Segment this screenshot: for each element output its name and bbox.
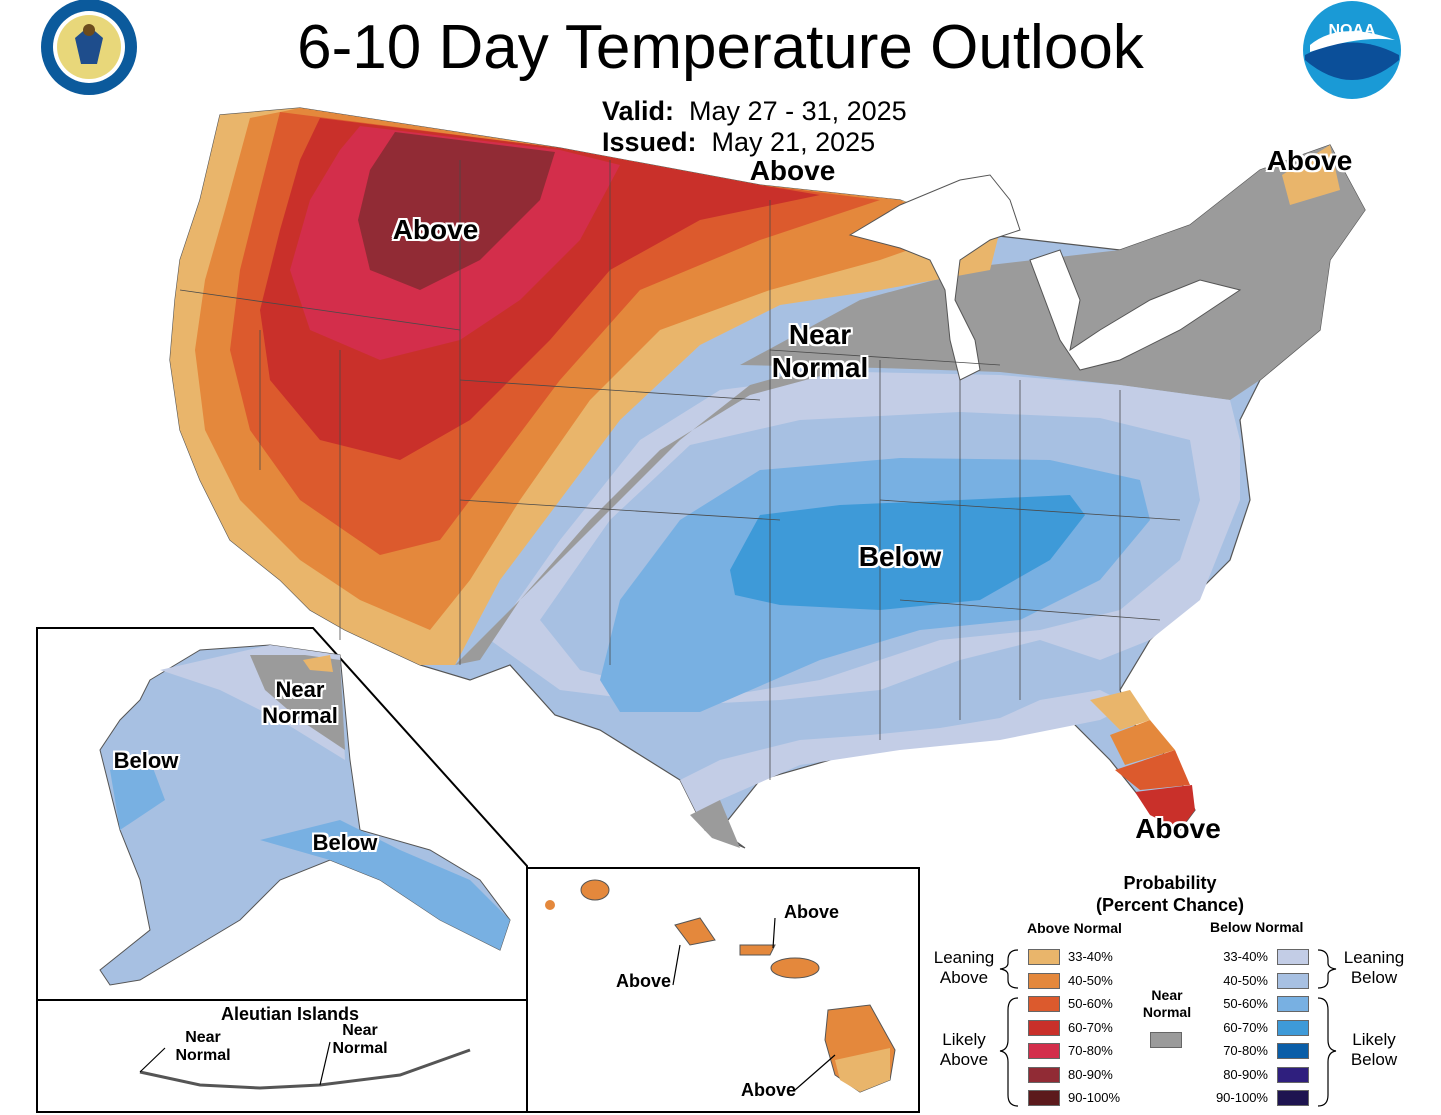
label-alaska-near-1: Near (275, 677, 325, 702)
above-bin-swatch-0 (1028, 949, 1060, 965)
legend-near-swatch (1150, 1032, 1182, 1048)
legend-above-head: Above Normal (1027, 920, 1122, 936)
above-bin-label-0: 33-40% (1068, 949, 1113, 964)
likely-above-2: Above (939, 1050, 989, 1069)
alaska-inset (36, 627, 528, 1001)
below-bin-swatch-6 (1277, 1090, 1309, 1106)
commerce-seal-icon (41, 0, 137, 95)
aleutian-title: Aleutian Islands (220, 1004, 360, 1024)
conus-map (169, 107, 1366, 849)
label-above-west: Above (392, 214, 479, 245)
likely-below: Likely Below (1338, 1030, 1410, 1070)
label-near-normal-1: Near (788, 319, 852, 350)
hawaii-above-3: Above (741, 1080, 797, 1100)
below-bin-swatch-0 (1277, 949, 1309, 965)
page-title: 6-10 Day Temperature Outlook (297, 13, 1144, 82)
hawaii-above-1: Above (784, 902, 840, 922)
leaning-above: Leaning Above (930, 948, 998, 988)
likely-above: Likely Above (930, 1030, 998, 1070)
below-bin-swatch-4 (1277, 1043, 1309, 1059)
aleut-near-a1: Near (185, 1029, 221, 1046)
below-bin-label-5: 80-90% (1223, 1066, 1268, 1082)
above-fl-60-70 (1135, 785, 1195, 830)
legend-near-head-1: Near (1151, 987, 1183, 1003)
great-lakes (848, 174, 1242, 381)
above-fl-33-40 (1090, 690, 1150, 730)
near-normal-south-texas (690, 800, 740, 848)
hawaii-inset (526, 867, 920, 1113)
label-alaska-below-west: Below (113, 748, 179, 773)
below-bin-swatch-3 (1277, 1019, 1309, 1036)
above-bin-label-3: 60-70% (1068, 1019, 1113, 1035)
leaning-above-1: Leaning (933, 948, 995, 967)
aleutian-inset (36, 999, 528, 1113)
label-near-normal-2: Normal (771, 352, 869, 383)
above-bin-label-5: 80-90% (1068, 1066, 1113, 1082)
above-bin-swatch-3 (1028, 1019, 1060, 1036)
above-bin-swatch-5 (1028, 1066, 1060, 1083)
aleut-near-a2: Normal (175, 1047, 231, 1064)
legend-near-head-2: Normal (1142, 1004, 1192, 1020)
label-below-central: Below (858, 541, 942, 572)
noaa-logo-text: NOAA (1328, 22, 1376, 39)
label-above-north: Above (749, 155, 836, 186)
state-borders (179, 160, 1181, 780)
below-bin-swatch-2 (1277, 996, 1309, 1012)
legend-title-2: (Percent Chance) (1095, 895, 1245, 915)
above-bin-swatch-6 (1028, 1090, 1060, 1106)
leaning-below-1: Leaning (1343, 948, 1405, 967)
below-bin-label-3: 60-70% (1223, 1019, 1268, 1035)
below-bin-label-2: 50-60% (1223, 996, 1268, 1011)
below-bin-swatch-1 (1277, 972, 1309, 989)
above-fl-40-50 (1110, 720, 1175, 765)
above-fl-50-60 (1115, 750, 1190, 790)
above-bin-swatch-2 (1028, 996, 1060, 1012)
legend-below-head: Below Normal (1210, 919, 1304, 935)
below-bin-swatch-5 (1277, 1066, 1309, 1083)
below-bin-label-4: 70-80% (1223, 1043, 1268, 1058)
above-bin-label-2: 50-60% (1068, 996, 1113, 1011)
alaska-below-50-60-west (110, 760, 165, 830)
noaa-logo-icon: NOAA (1303, 1, 1401, 99)
hawaii-above-2: Above (616, 971, 672, 991)
below-bin-label-0: 33-40% (1223, 949, 1268, 964)
alaska-below-50-60 (260, 820, 510, 950)
leaning-above-2: Above (939, 968, 989, 987)
label-alaska-near-2: Normal (262, 703, 338, 728)
likely-below-1: Likely (1352, 1030, 1396, 1049)
valid-line: Valid: May 27 - 31, 2025 (602, 96, 907, 126)
valid-label: Valid: (602, 96, 675, 126)
issued-value: May 21, 2025 (711, 127, 876, 157)
valid-value: May 27 - 31, 2025 (689, 96, 907, 126)
below-33-40-gulf (680, 690, 1130, 820)
alaska-near-normal (250, 655, 345, 750)
leaning-below: Leaning Below (1338, 948, 1410, 988)
likely-below-2: Below (1350, 1050, 1398, 1069)
alaska-shape (99, 644, 511, 986)
below-60-70 (730, 495, 1085, 610)
above-bin-label-6: 90-100% (1068, 1090, 1121, 1105)
aleut-near-b2: Normal (332, 1040, 388, 1057)
legend-title-1: Probability (1123, 873, 1217, 893)
likely-above-1: Likely (942, 1030, 986, 1049)
aleut-near-b1: Near (342, 1022, 378, 1039)
issued-label: Issued: (602, 127, 697, 157)
leaning-below-2: Below (1350, 968, 1398, 987)
above-80-90 (358, 132, 555, 290)
label-above-maine: Above (1266, 145, 1353, 176)
above-bin-label-4: 70-80% (1068, 1043, 1113, 1058)
label-alaska-below-south: Below (312, 830, 378, 855)
legend-title: Probability (Percent Chance) (1060, 872, 1280, 916)
above-bin-swatch-4 (1028, 1043, 1060, 1059)
below-bin-label-6: 90-100% (1215, 1090, 1268, 1105)
above-maine (1282, 145, 1340, 205)
above-bin-label-1: 40-50% (1068, 972, 1113, 988)
above-bin-swatch-1 (1028, 972, 1060, 989)
below-bin-label-1: 40-50% (1223, 972, 1268, 988)
issued-line: Issued: May 21, 2025 (602, 127, 875, 157)
label-above-florida: Above (1135, 813, 1221, 844)
